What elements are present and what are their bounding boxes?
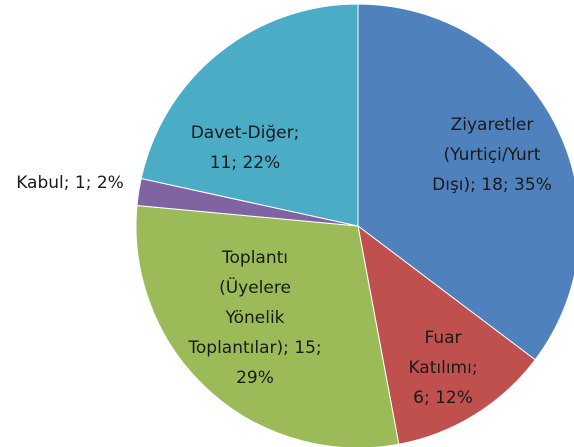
pie-slice <box>357 3 574 361</box>
pie-slice <box>357 224 536 445</box>
data-label: Kabul; 1; 2% <box>16 173 124 193</box>
data-label: Toplantı (Üyelere Yönelik Toplantılar); 15;… <box>187 248 321 388</box>
pie-slice <box>140 3 359 227</box>
data-label: Davet-Diğer; 11; 22% <box>191 123 300 173</box>
pie-slice <box>135 204 400 447</box>
data-label: Fuar Katılımı; 6; 12% <box>408 328 477 408</box>
data-label: Ziyaretler (Yurtiçi/Yurt Dışı); 18; 35% <box>432 115 552 195</box>
